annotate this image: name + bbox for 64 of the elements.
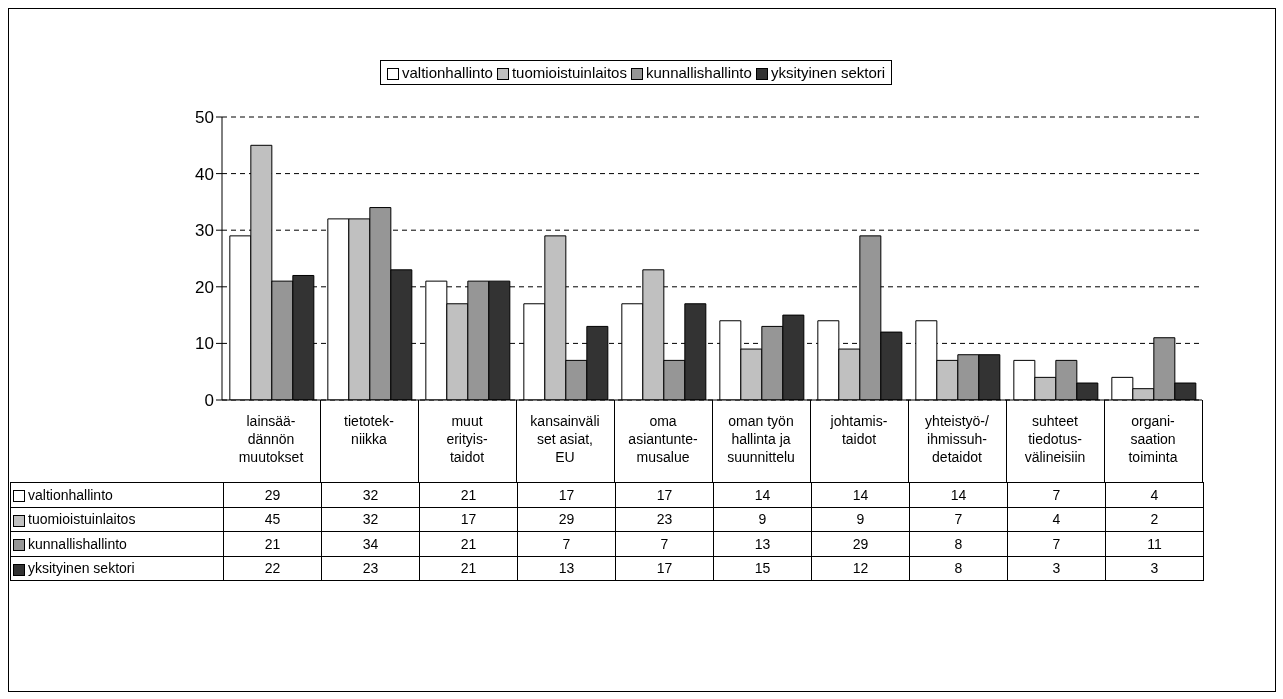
x-tick-label: suhteet tiedotus- välineisiin — [1024, 413, 1086, 465]
legend-label: yksityinen sektori — [769, 64, 886, 81]
y-tick-label: 50 — [195, 108, 214, 128]
data-label: 21 — [419, 556, 518, 581]
data-label: 8 — [909, 531, 1008, 556]
x-tick-label: organi- saation toiminta — [1128, 413, 1178, 465]
data-label: 12 — [811, 556, 910, 581]
x-tick-label: kansainväli set asiat, EU — [530, 413, 600, 465]
data-label: 7 — [1007, 531, 1106, 556]
data-label: 7 — [615, 531, 714, 556]
data-label: 7 — [1007, 482, 1106, 507]
data-label: 13 — [713, 531, 812, 556]
data-label: 34 — [321, 531, 420, 556]
data-label: 21 — [419, 482, 518, 507]
data-label: 7 — [517, 531, 616, 556]
legend-label: tuomioistuinlaitos — [510, 64, 627, 81]
x-tick-label: yhteistyö-/ ihmissuh- detaidot — [925, 413, 989, 465]
data-label: 8 — [909, 556, 1008, 581]
data-label: 2 — [1105, 507, 1204, 532]
data-label: 9 — [811, 507, 910, 532]
data-label: 17 — [615, 482, 714, 507]
y-tick-label: 10 — [195, 334, 214, 354]
data-label: 4 — [1007, 507, 1106, 532]
x-tick-label: tietotek- niikka — [344, 413, 395, 447]
data-label: 11 — [1105, 531, 1204, 556]
data-label: 21 — [419, 531, 518, 556]
data-label: 23 — [615, 507, 714, 532]
data-label: 14 — [713, 482, 812, 507]
x-tick-label: oma asiantunte- musalue — [628, 413, 698, 465]
text: valtionhallinto — [28, 486, 113, 503]
data-label: 17 — [517, 482, 616, 507]
y-tick-label: 0 — [204, 391, 214, 411]
legend-label: valtionhallinto — [401, 64, 493, 81]
data-label: 7 — [909, 507, 1008, 532]
x-tick-label: muut erityis- taidot — [446, 413, 488, 465]
data-label: 32 — [321, 507, 420, 532]
data-label: 29 — [223, 482, 322, 507]
y-tick-label: 20 — [195, 277, 214, 297]
data-label: 14 — [909, 482, 1008, 507]
data-label: 15 — [713, 556, 812, 581]
y-tick-label: 30 — [195, 221, 214, 241]
data-label: 3 — [1007, 556, 1106, 581]
x-tick-label: johtamis- taidot — [829, 413, 888, 447]
data-label: 29 — [517, 507, 616, 532]
data-label: 13 — [517, 556, 616, 581]
legend-label: kunnallishallinto — [644, 64, 752, 81]
data-label: 45 — [223, 507, 322, 532]
data-label: 32 — [321, 482, 420, 507]
data-label: 21 — [223, 531, 322, 556]
data-label: 29 — [811, 531, 910, 556]
data-label: 4 — [1105, 482, 1204, 507]
x-tick-label: oman työn hallinta ja suunnittelu — [727, 413, 795, 465]
data-label: 17 — [419, 507, 518, 532]
text: yksityinen sektori — [28, 560, 135, 577]
data-label: 23 — [321, 556, 420, 581]
text: kunnallishallinto — [28, 535, 127, 552]
data-label: 3 — [1105, 556, 1204, 581]
data-label: 14 — [811, 482, 910, 507]
data-label: 22 — [223, 556, 322, 581]
y-tick-label: 40 — [195, 164, 214, 184]
text: tuomioistuinlaitos — [28, 511, 136, 528]
x-tick-label: lainsää- dännön muutokset — [238, 413, 304, 465]
data-label: 9 — [713, 507, 812, 532]
data-label: 17 — [615, 556, 714, 581]
